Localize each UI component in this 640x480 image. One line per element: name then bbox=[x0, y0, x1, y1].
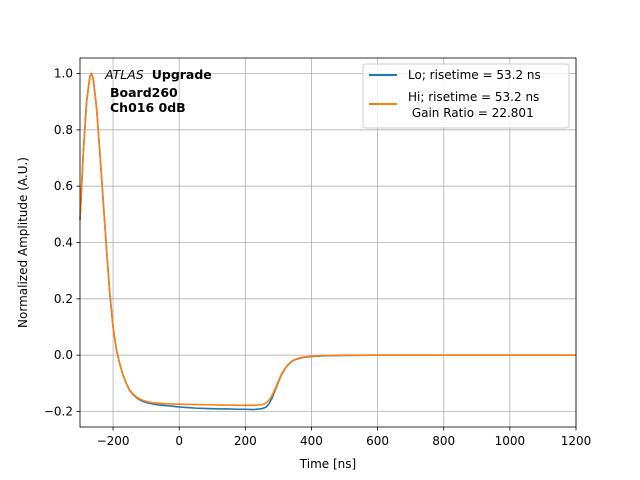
x-tick-label: 800 bbox=[432, 434, 455, 448]
x-tick-label: −200 bbox=[97, 434, 130, 448]
legend-label-hi-line2: Gain Ratio = 22.801 bbox=[408, 106, 534, 120]
x-tick-label: 0 bbox=[175, 434, 183, 448]
y-tick-label: 0.0 bbox=[54, 348, 73, 362]
y-tick-label: 0.2 bbox=[54, 292, 73, 306]
svg-text:ATLAS Upgrade: ATLAS Upgrade bbox=[104, 67, 212, 82]
legend-label-hi: Hi; risetime = 53.2 ns Gain Ratio = 22.8… bbox=[408, 90, 543, 120]
annotation-board: Board260 bbox=[110, 85, 178, 100]
x-axis-ticks: −200 0 200 400 600 800 1000 1200 bbox=[97, 427, 592, 448]
y-axis-ticks: −0.2 0.0 0.2 0.4 0.6 0.8 1.0 bbox=[44, 66, 80, 419]
legend-box bbox=[362, 63, 570, 129]
x-tick-label: 600 bbox=[366, 434, 389, 448]
y-tick-label: 1.0 bbox=[54, 66, 73, 80]
y-tick-label: 0.4 bbox=[54, 236, 73, 250]
x-tick-label: 1200 bbox=[561, 434, 592, 448]
y-tick-label: 0.8 bbox=[54, 123, 73, 137]
x-tick-label: 400 bbox=[300, 434, 323, 448]
atlas-annotation: ATLAS Upgrade Board260 Ch016 0dB bbox=[104, 67, 212, 115]
y-tick-label: 0.6 bbox=[54, 179, 73, 193]
series-line-hi bbox=[79, 72, 576, 407]
legend: Lo; risetime = 53.2 ns Hi; risetime = 53… bbox=[362, 63, 570, 129]
annotation-channel: Ch016 0dB bbox=[110, 100, 186, 115]
x-tick-label: 200 bbox=[234, 434, 257, 448]
legend-label-hi-line1: Hi; risetime = 53.2 ns bbox=[408, 90, 539, 104]
annotation-experiment: ATLAS bbox=[104, 67, 144, 82]
x-axis-label: Time [ns] bbox=[299, 457, 356, 471]
y-axis-label: Normalized Amplitude (A.U.) bbox=[16, 157, 30, 328]
plot-series bbox=[79, 72, 576, 411]
legend-label-lo: Lo; risetime = 53.2 ns bbox=[408, 68, 541, 82]
y-tick-label: −0.2 bbox=[44, 405, 73, 419]
annotation-tag: Upgrade bbox=[152, 67, 212, 82]
x-tick-label: 1000 bbox=[495, 434, 526, 448]
